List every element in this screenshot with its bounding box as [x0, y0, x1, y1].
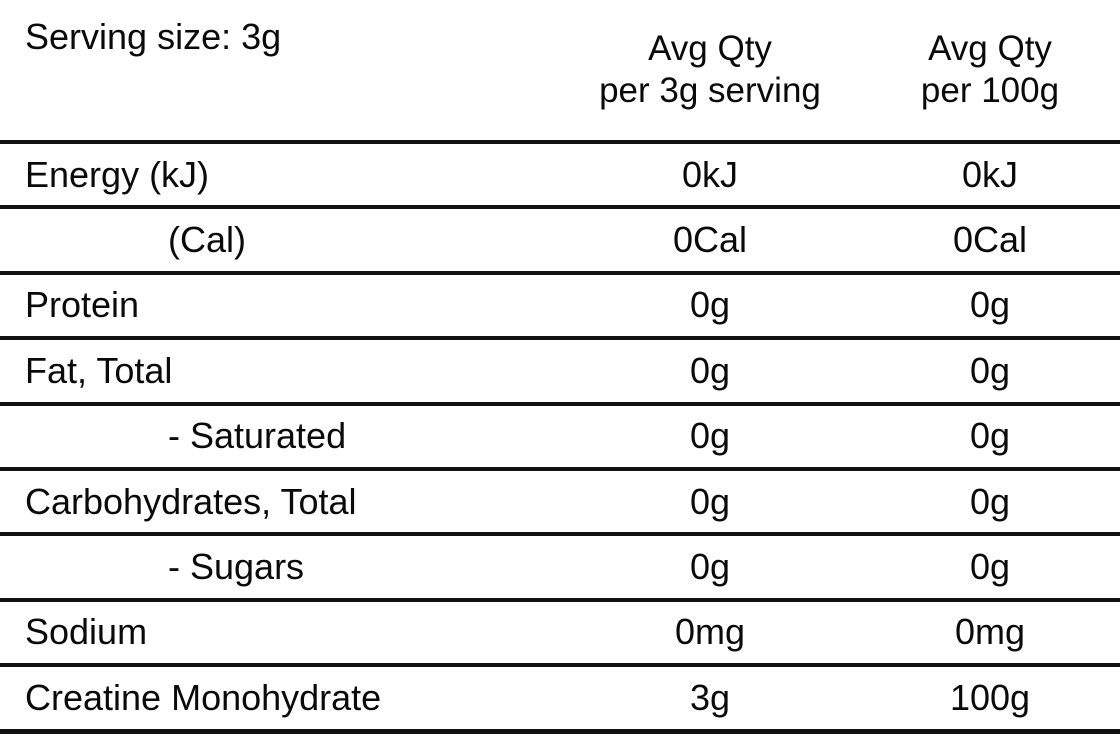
table-body: Energy (kJ) 0kJ 0kJ (Cal) 0Cal 0Cal Prot… [0, 140, 1120, 734]
value-per-serving: 0mg [674, 611, 746, 653]
value-per-serving: 3g [689, 676, 731, 718]
column-header-per-serving: Avg Qty per 3g serving [560, 0, 860, 140]
value-per-100g: 0g [969, 284, 1011, 326]
nutrient-label: Protein [25, 284, 140, 326]
value-per-serving: 0g [689, 415, 731, 457]
nutrient-label: Carbohydrates, Total [25, 480, 357, 522]
nutrient-label: Fat, Total [25, 349, 173, 391]
nutrient-label: - Saturated [168, 415, 347, 457]
value-per-100g: 0g [969, 349, 1011, 391]
nutrient-label: Creatine Monohydrate [25, 676, 382, 718]
value-per-100g: 0kJ [961, 153, 1019, 195]
value-per-serving: 0Cal [672, 219, 748, 261]
table-row: Sodium 0mg 0mg [0, 597, 1120, 663]
column-header-per-serving-line1: Avg Qty [648, 29, 772, 68]
value-per-100g: 0g [969, 415, 1011, 457]
value-per-100g: 0Cal [952, 219, 1028, 261]
value-per-100g: 0g [969, 546, 1011, 588]
nutrient-label: Energy (kJ) [25, 153, 210, 195]
value-per-serving: 0kJ [681, 153, 739, 195]
value-per-serving: 0g [689, 349, 731, 391]
table-row: - Sugars 0g 0g [0, 532, 1120, 597]
table-row: Fat, Total 0g 0g [0, 336, 1120, 401]
table-row: Carbohydrates, Total 0g 0g [0, 466, 1120, 532]
table-header: Serving size: 3g Avg Qty per 3g serving … [0, 0, 1120, 140]
value-per-serving: 0g [689, 546, 731, 588]
value-per-serving: 0g [689, 480, 731, 522]
nutrient-label: - Sugars [168, 546, 305, 588]
column-header-per-100g-line2: per 100g [920, 71, 1060, 110]
table-row: (Cal) 0Cal 0Cal [0, 205, 1120, 270]
table-row: Creatine Monohydrate 3g 100g [0, 663, 1120, 728]
value-per-100g: 0mg [954, 611, 1026, 653]
column-header-per-100g: Avg Qty per 100g [860, 0, 1120, 140]
column-header-per-serving-line2: per 3g serving [599, 71, 821, 110]
table-row: Protein 0g 0g [0, 270, 1120, 336]
table-row: - Saturated 0g 0g [0, 401, 1120, 467]
value-per-100g: 0g [969, 480, 1011, 522]
serving-size-label: Serving size: 3g [25, 16, 282, 57]
nutrient-label: (Cal) [168, 219, 246, 261]
column-header-per-100g-line1: Avg Qty [928, 29, 1052, 68]
nutrient-label: Sodium [25, 611, 148, 653]
table-row: Energy (kJ) 0kJ 0kJ [0, 140, 1120, 205]
value-per-100g: 100g [949, 676, 1031, 718]
value-per-serving: 0g [689, 284, 731, 326]
